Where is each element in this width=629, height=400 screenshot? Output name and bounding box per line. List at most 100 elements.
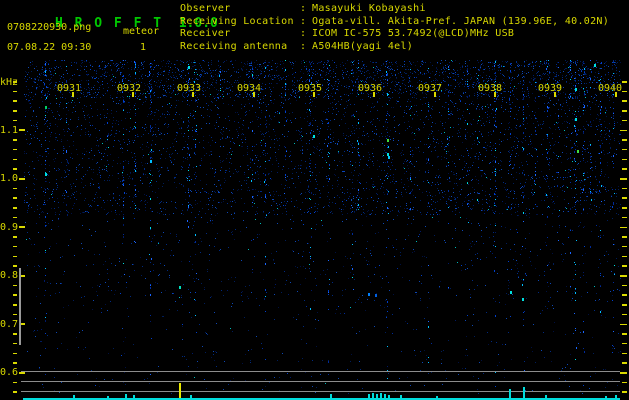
freq-minor-tick-left <box>13 168 17 170</box>
freq-minor-tick-right <box>622 187 627 190</box>
freq-minor-tick-right <box>622 158 627 161</box>
info-colon: : <box>300 3 307 14</box>
signal-spike <box>368 393 370 398</box>
minute-tick <box>313 92 315 97</box>
freq-minor-tick-left <box>13 119 17 122</box>
freq-minor-tick-left <box>13 197 17 199</box>
freq-minor-tick-right <box>622 81 627 83</box>
freq-minor-tick-right <box>622 362 627 364</box>
spectrogram-canvas <box>24 58 621 394</box>
freq-minor-tick-right <box>622 313 627 316</box>
freq-minor-tick-right <box>620 372 627 374</box>
freq-minor-tick-left <box>13 110 17 112</box>
mode-label: meteor <box>123 26 160 37</box>
freq-major-tick <box>19 129 25 131</box>
signal-spike <box>125 393 127 398</box>
signal-spike <box>73 394 75 398</box>
output-filename: 0708220930.png <box>7 22 92 33</box>
signal-spike <box>400 394 402 398</box>
app-version: 1.0.0 <box>178 16 218 31</box>
minute-tick <box>434 92 436 97</box>
signal-spike <box>523 386 525 398</box>
time-label: 0932 <box>117 83 142 94</box>
freq-minor-tick-left <box>13 391 17 393</box>
freq-major-tick <box>19 274 25 277</box>
app-title: H R O F F T <box>54 16 164 31</box>
signal-spike <box>388 394 390 398</box>
freq-minor-tick-right <box>620 323 627 325</box>
freq-minor-tick-left <box>13 245 17 248</box>
info-value: A504HB(yagi 4el) <box>312 40 414 52</box>
freq-axis-label: 1.0 <box>0 173 19 184</box>
time-label: 0940 <box>598 83 623 94</box>
signal-spike <box>384 393 386 398</box>
freq-minor-tick-left <box>13 81 17 83</box>
signal-spike <box>190 394 192 398</box>
info-row: Receiving antenna: A504HB(yagi 4el) <box>180 41 609 54</box>
freq-minor-tick-left <box>13 207 17 209</box>
minute-tick <box>132 92 134 97</box>
info-colon: : <box>300 40 307 52</box>
freq-minor-tick-left <box>13 187 17 190</box>
time-label: 0935 <box>298 83 323 94</box>
freq-axis-label: 0.8 <box>0 270 19 281</box>
signal-spike <box>376 393 378 398</box>
freq-minor-tick-right <box>620 275 627 277</box>
freq-minor-tick-right <box>622 245 627 248</box>
minute-tick <box>494 92 496 97</box>
minute-tick <box>253 92 255 97</box>
signal-spike <box>372 392 374 398</box>
freq-minor-tick-left <box>13 236 17 238</box>
freq-minor-tick-left <box>13 313 17 316</box>
freq-minor-tick-left <box>13 342 17 345</box>
minute-tick <box>192 92 194 97</box>
meter-reference-line <box>21 390 620 392</box>
freq-minor-tick-left <box>13 265 17 267</box>
minute-tick <box>554 92 556 97</box>
info-row: Observer: Masayuki Kobayashi <box>180 3 609 16</box>
info-value: Ogata-vill. Akita-Pref. JAPAN (139.96E, … <box>312 15 610 27</box>
freq-minor-tick-left <box>13 352 17 355</box>
freq-minor-tick-right <box>622 207 627 209</box>
info-row: Receiving Location: Ogata-vill. Akita-Pre… <box>180 16 609 29</box>
freq-major-tick <box>19 177 25 180</box>
freq-axis-label: 0.7 <box>0 318 19 330</box>
info-row: Receiver: ICOM IC-575 53.7492(@LCD)MHz US… <box>180 28 609 41</box>
minute-tick <box>72 92 74 97</box>
freq-minor-tick-right <box>622 284 627 287</box>
freq-minor-tick-left <box>13 304 17 306</box>
info-value: ICOM IC-575 53.7492(@LCD)MHz USB <box>312 28 515 40</box>
freq-minor-tick-right <box>622 294 627 296</box>
freq-minor-tick-right <box>622 216 627 219</box>
freq-minor-tick-right <box>620 226 627 228</box>
freq-major-tick <box>19 371 25 374</box>
freq-minor-tick-right <box>622 139 627 141</box>
freq-minor-tick-left <box>13 216 17 219</box>
freq-minor-tick-left <box>13 255 17 258</box>
minute-tick <box>373 92 375 97</box>
freq-minor-tick-left <box>13 139 17 141</box>
freq-minor-tick-right <box>622 342 627 345</box>
freq-minor-tick-left <box>13 362 17 364</box>
signal-spike <box>509 388 511 398</box>
signal-spike <box>615 394 617 398</box>
info-colon: : <box>300 15 307 27</box>
freq-minor-tick-left <box>13 100 17 102</box>
freq-minor-tick-right <box>622 197 627 199</box>
minute-tick <box>615 92 617 97</box>
freq-minor-tick-right <box>622 352 627 355</box>
info-label: Observer <box>180 3 231 14</box>
freq-axis-label: 1.1 <box>0 124 19 136</box>
freq-minor-tick-right <box>620 129 627 131</box>
time-label: 0936 <box>358 83 383 94</box>
freq-minor-tick-right <box>622 168 627 170</box>
freq-axis-label: 0.6 <box>0 367 19 378</box>
freq-minor-tick-right <box>622 119 627 122</box>
freq-minor-tick-right <box>622 236 627 238</box>
time-label: 0931 <box>57 83 82 94</box>
signal-spike <box>330 393 332 398</box>
signal-spike <box>605 395 607 398</box>
calibration-bar <box>19 268 21 345</box>
freq-major-tick <box>19 226 25 228</box>
